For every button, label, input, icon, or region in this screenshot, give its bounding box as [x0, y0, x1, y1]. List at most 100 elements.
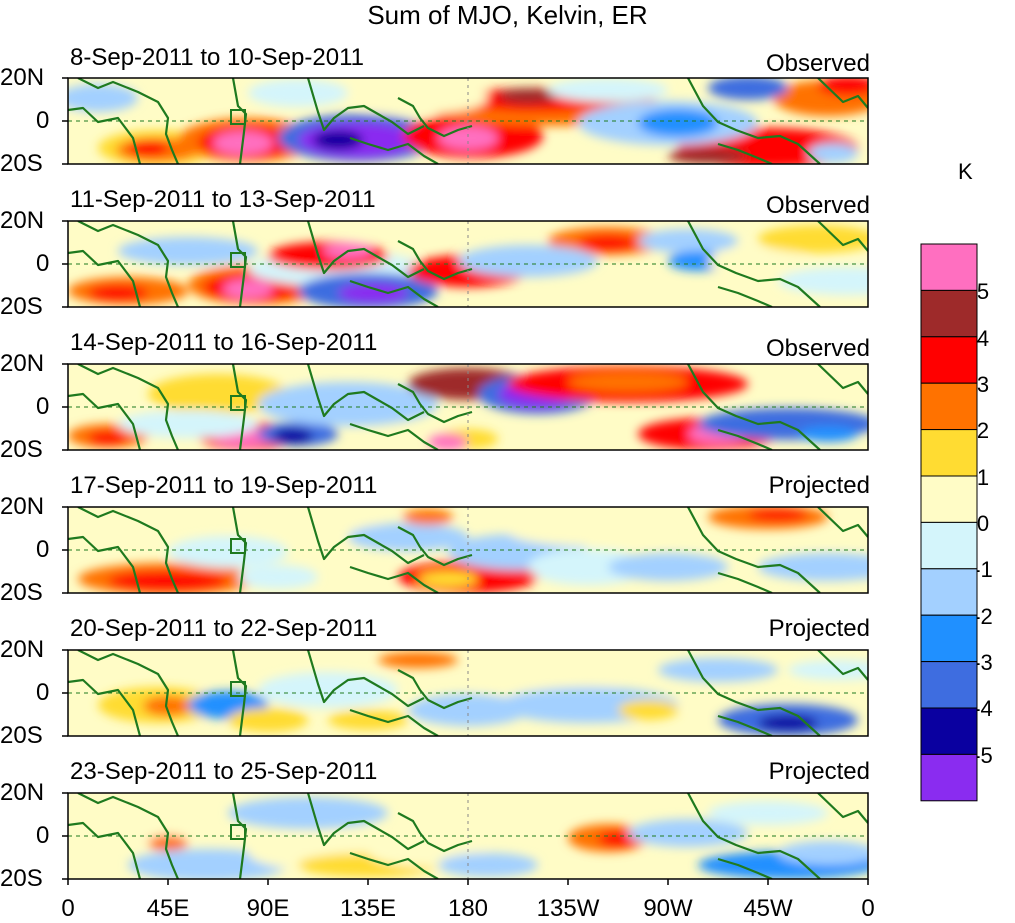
panel-6-lat-0: 0 [36, 822, 50, 849]
panel-4-coastline-4 [306, 507, 425, 565]
panel-5-anomaly-11 [618, 700, 678, 720]
panel-1-anomaly-14 [498, 88, 558, 104]
panel-1-anomaly-25 [548, 78, 668, 102]
panel-2-label: Observed [765, 192, 870, 219]
panel-1-anomaly-20 [638, 109, 718, 137]
panel-4-label: Projected [768, 472, 870, 499]
colorbar-unit: K [958, 159, 973, 184]
panel-3-anomaly-21 [118, 410, 258, 438]
panel-2-coastline-5 [349, 279, 439, 307]
panel-6-coastline-6 [397, 812, 473, 853]
colorbar-tick-m1: -1 [973, 557, 993, 582]
colorbar-swatch-8 [920, 568, 978, 616]
panel-2-anomaly-18 [708, 249, 808, 273]
panel-3-anomaly-8 [258, 382, 438, 426]
panel-3-coastline-6 [397, 383, 473, 424]
panel-1-coastline-7 [687, 78, 821, 164]
panel-2-anomaly-19 [758, 225, 868, 253]
panel-2-anomaly-16 [638, 229, 738, 253]
panel-1-anomaly-23 [248, 79, 348, 107]
panel-5-anomaly-14 [758, 715, 818, 731]
colorbar-swatch-12 [920, 753, 978, 802]
panel-6-region-box [230, 824, 246, 840]
panel-3-date: 14-Sep-2011 to 16-Sep-2011 [70, 329, 378, 356]
panel-1-coastline-5 [349, 136, 439, 164]
panel-3-coastline-4 [306, 364, 425, 422]
colorbar-tick-m4: -4 [973, 696, 993, 721]
panel-5-region-box [230, 681, 246, 697]
colorbar-swatch-10 [920, 661, 978, 709]
lon-label-0: 0 [61, 895, 75, 922]
panel-1-label: Observed [765, 50, 870, 77]
panel-3-coastline-1 [77, 364, 180, 450]
panel-1-date: 8-Sep-2011 to 10-Sep-2011 [70, 44, 364, 71]
panel-2-date: 11-Sep-2011 to 13-Sep-2011 [70, 186, 376, 213]
panel-2-lat-20s: 20S [0, 293, 43, 320]
panel-3-anomaly-20 [428, 434, 468, 450]
panel-3-anomaly-10 [428, 378, 478, 394]
panel-1-coastline-6 [397, 97, 473, 138]
panel-6-anomaly-13 [778, 841, 868, 865]
panel-3-lat-0: 0 [36, 393, 50, 420]
panel-4-lat-20n: 20N [0, 493, 45, 520]
panel-4-map [62, 506, 869, 594]
panel-1-coastline-2 [68, 106, 142, 164]
panel-6-coastline-8 [717, 857, 773, 879]
panel-5-coastline-1 [77, 650, 180, 736]
panel-1-map [62, 77, 869, 165]
panel-3-coastline-8 [717, 428, 773, 450]
panel-5-coastline-8 [717, 714, 773, 736]
panel-1-anomaly-26 [808, 143, 858, 163]
panel-6-coastline-7 [687, 793, 821, 879]
lon-label-135w: 135W [536, 895, 600, 922]
lon-label-180: 180 [447, 895, 489, 922]
panel-4-coastline-5 [349, 565, 439, 593]
panel-6-anomaly-8 [438, 853, 538, 877]
figure-title: Sum of MJO, Kelvin, ER [367, 0, 648, 30]
colorbar-swatch-5 [920, 429, 978, 477]
panel-5-anomaly-4 [228, 708, 308, 732]
panel-1-anomaly-9 [313, 130, 363, 150]
panel-2-anomaly-9 [268, 242, 388, 270]
panel-4-field [68, 507, 868, 593]
panel-5-lat-20s: 20S [0, 722, 43, 749]
panel-1-anomaly-24 [348, 82, 488, 114]
panel-6-map [62, 792, 869, 880]
panel-2-coastline-9 [817, 221, 868, 252]
panel-2-map [62, 220, 869, 308]
panel-1-lat-20s: 20S [0, 150, 43, 177]
panel-5-anomaly-7 [378, 652, 458, 668]
colorbar-tick-m2: -2 [973, 604, 993, 629]
colorbar-tick-1: 1 [976, 465, 990, 490]
colorbar [920, 243, 978, 802]
panel-6-anomaly-2 [148, 835, 188, 851]
panel-6-label: Projected [768, 758, 870, 785]
panel-3-map [62, 363, 869, 451]
panel-4-coastlines [68, 507, 868, 593]
panel-3-region-box [230, 395, 246, 411]
panel-3-coastline-7 [687, 364, 821, 450]
panel-4-anomaly-13 [608, 553, 728, 581]
panel-3-coastlines [68, 364, 868, 450]
panel-3-contours [68, 366, 868, 450]
panel-2-coastline-2 [68, 249, 142, 307]
panel-5-coastline-7 [687, 650, 821, 736]
panel-6-anomaly-11 [628, 819, 748, 847]
panel-5-anomaly-6 [328, 710, 408, 730]
panel-3-coastline-2 [68, 392, 142, 450]
panel-2-anomaly-5 [223, 279, 273, 299]
lon-label-90w: 90W [643, 895, 693, 922]
colorbar-tick-m5: -5 [973, 743, 993, 768]
panel-1-lat-0: 0 [36, 107, 50, 134]
panel-1-coastline-4 [306, 78, 425, 136]
panel-4-anomaly-15 [748, 509, 808, 521]
panel-6-lat-20n: 20N [0, 779, 45, 806]
panel-1-anomaly-22 [68, 84, 138, 112]
colorbar-tick-0: 0 [976, 511, 990, 536]
panel-3-anomaly-14 [568, 372, 688, 392]
panel-4-anomaly-4 [238, 565, 318, 589]
panel-4-region-box [230, 538, 246, 554]
panel-4-coastline-1 [77, 507, 180, 593]
panel-5-coastline-2 [68, 678, 142, 736]
